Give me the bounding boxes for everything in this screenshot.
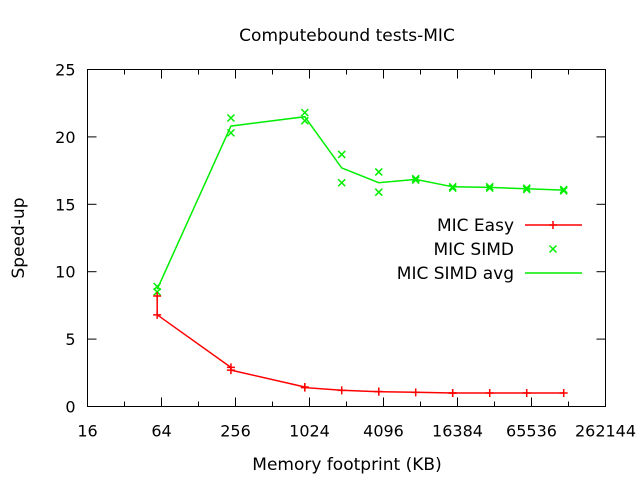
x-tick-label: 1024 [289, 422, 330, 441]
x-tick-labels: 16 64 256 1024 4096 16384 65536 262144 [77, 422, 636, 441]
x-axis-label: Memory footprint (KB) [252, 455, 441, 475]
series-mic-easy [153, 291, 568, 398]
x-tick-label: 4096 [363, 422, 404, 441]
mic-simd-point [522, 184, 531, 193]
mic-simd-point [300, 116, 309, 125]
mic-easy-point [153, 310, 162, 319]
mic-simd-point [448, 182, 457, 191]
mic-simd-point [374, 167, 383, 176]
y-tick-label: 15 [55, 195, 75, 214]
legend-marker-mic-simd [548, 244, 558, 254]
y-tick-label: 25 [55, 61, 75, 80]
mic-easy-point [153, 291, 162, 300]
series-layer [153, 108, 568, 398]
x-tick-label: 16 [77, 422, 97, 441]
legend-label-mic-simd: MIC SIMD [433, 240, 514, 260]
x-tick-label: 262144 [575, 422, 636, 441]
mic-simd-point [522, 185, 531, 194]
series-mic-simd [153, 108, 568, 296]
mic-easy-point [448, 389, 457, 398]
mic-simd-point [153, 287, 162, 296]
mic-simd-point [411, 176, 420, 185]
series-mic-simd-avg [156, 115, 564, 290]
mic-simd-point [485, 182, 494, 191]
mic-simd-point [448, 184, 457, 193]
plot-frame [87, 69, 606, 407]
mic-easy-point [300, 383, 309, 392]
x-tick-label: 256 [220, 422, 251, 441]
mic-simd-point [485, 184, 494, 193]
chart-title: Computebound tests-MIC [239, 26, 455, 46]
mic-simd-point [559, 185, 568, 194]
tick-marks [87, 69, 606, 407]
mic-easy-line [156, 296, 564, 394]
mic-easy-point [374, 387, 383, 396]
x-tick-label: 16384 [432, 422, 483, 441]
mic-simd-point [337, 178, 346, 187]
mic-easy-point [522, 389, 531, 398]
mic-simd-point [300, 108, 309, 117]
mic-simd-point [559, 186, 568, 195]
mic-simd-point [374, 188, 383, 197]
y-axis-label: Speed-up [9, 198, 29, 279]
y-tick-label: 0 [65, 398, 75, 417]
mic-simd-point [226, 113, 235, 123]
y-tick-label: 5 [65, 330, 75, 349]
mic-simd-point [226, 128, 235, 137]
legend: MIC Easy MIC SIMD MIC SIMD avg [397, 216, 582, 284]
y-tick-label: 10 [55, 263, 75, 282]
legend-marker-mic-easy [549, 221, 557, 229]
x-tick-label: 64 [151, 422, 171, 441]
mic-easy-point [226, 366, 235, 375]
mic-easy-point [559, 389, 568, 398]
x-tick-label: 65536 [506, 422, 557, 441]
mic-simd-avg-line [156, 115, 564, 290]
legend-label-mic-simd-avg: MIC SIMD avg [397, 264, 514, 284]
mic-easy-point [411, 388, 420, 397]
legend-label-mic-easy: MIC Easy [437, 216, 514, 236]
y-tick-labels: 0 5 10 15 20 25 [55, 61, 75, 417]
mic-easy-point [485, 389, 494, 398]
mic-simd-point [337, 150, 346, 159]
mic-easy-point [337, 386, 346, 395]
mic-simd-point [411, 174, 420, 183]
y-tick-label: 20 [55, 128, 75, 147]
